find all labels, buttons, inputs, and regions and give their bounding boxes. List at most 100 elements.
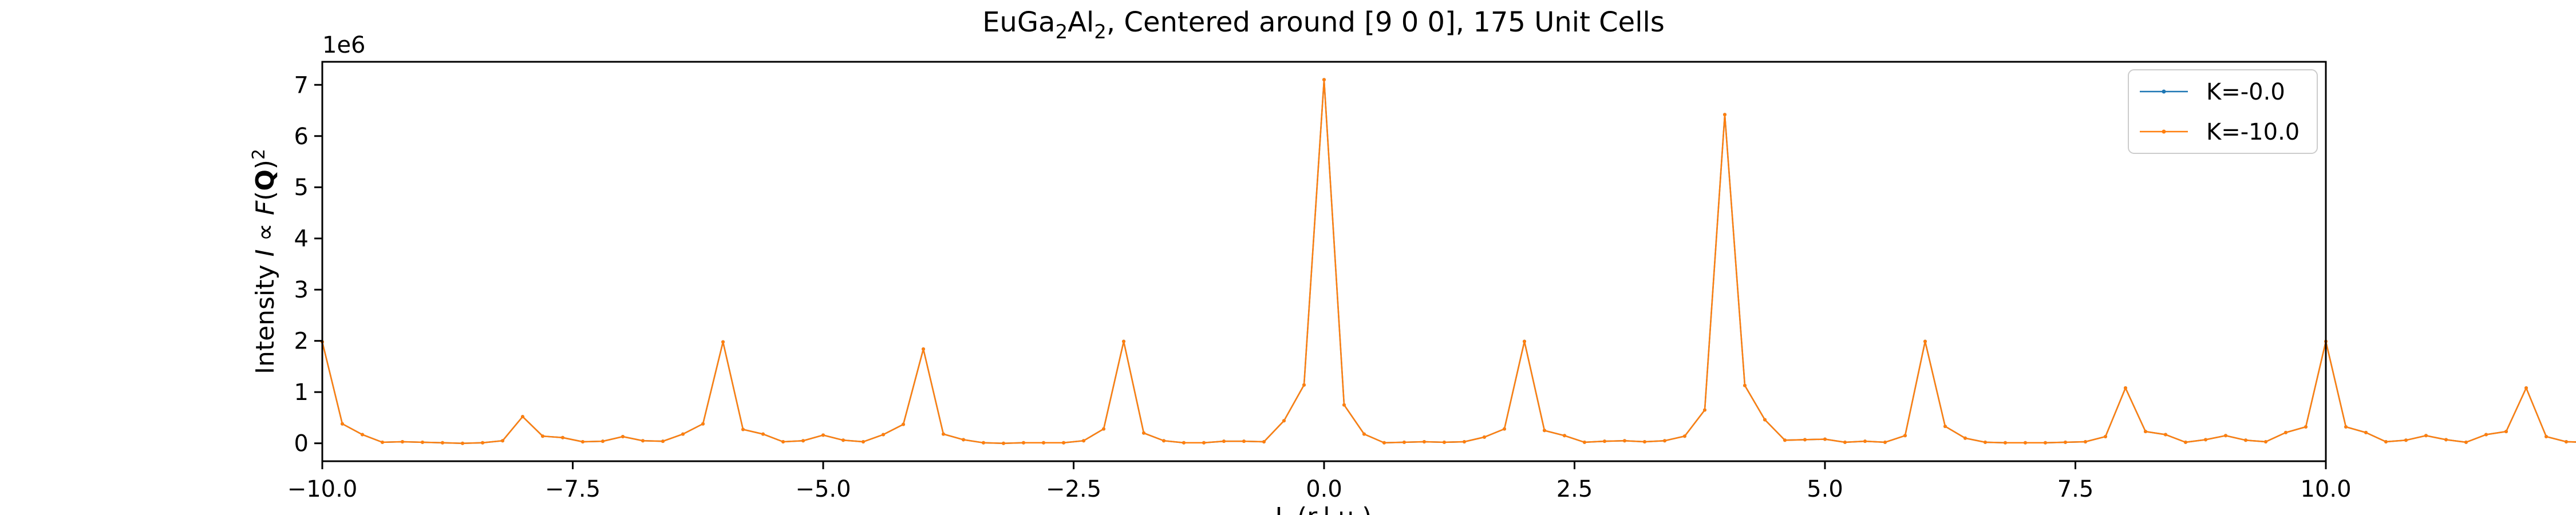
data-point: [821, 433, 825, 437]
data-point: [1322, 78, 1326, 82]
x-tick-label: 7.5: [2057, 476, 2094, 502]
x-tick-label: 10.0: [2300, 476, 2351, 502]
data-point: [781, 440, 785, 443]
y-tick-label: 5: [294, 175, 309, 201]
data-point: [1402, 440, 1406, 444]
data-point: [401, 440, 404, 443]
data-point: [1162, 439, 1165, 443]
data-point: [2545, 435, 2548, 438]
data-point: [1703, 408, 1706, 412]
data-point: [701, 422, 705, 426]
plot-area-frame: [321, 61, 2327, 462]
data-point: [2244, 438, 2247, 442]
data-point: [1142, 431, 1145, 435]
data-point: [1443, 440, 1446, 444]
data-point: [421, 440, 424, 444]
y-tick-label: 3: [294, 277, 309, 303]
data-point: [441, 441, 444, 445]
y-tick-label: 6: [294, 124, 309, 150]
data-point: [1222, 439, 1226, 443]
data-point: [982, 441, 985, 445]
legend-box: [2128, 69, 2318, 154]
data-point: [1663, 439, 1666, 443]
data-point: [1563, 434, 1566, 438]
data-point: [1302, 383, 1306, 387]
data-point: [1583, 440, 1586, 444]
data-point: [2304, 425, 2308, 429]
data-point: [621, 435, 625, 438]
data-point: [1743, 383, 1747, 387]
data-point: [1282, 419, 1286, 423]
chart-title: EuGa2Al2, Centered around [9 0 0], 175 U…: [982, 6, 1665, 43]
data-point: [1923, 339, 1927, 343]
data-point: [2004, 441, 2007, 445]
y-tick-label: 1: [294, 379, 309, 406]
y-tick-label: 0: [294, 431, 309, 457]
data-point: [1943, 425, 1947, 429]
data-point: [1843, 440, 1847, 444]
data-point: [1122, 339, 1125, 343]
data-point: [2364, 430, 2368, 434]
data-point: [1062, 441, 1065, 445]
data-point: [922, 347, 925, 351]
data-point: [2184, 440, 2187, 444]
data-point: [501, 439, 504, 443]
data-point: [1763, 418, 1767, 422]
data-point: [561, 435, 564, 439]
data-point: [1382, 441, 1386, 445]
data-point: [2524, 386, 2528, 390]
y-axis-ticks: 0 1 2 3 4 5 6 7: [294, 72, 322, 457]
data-point: [1823, 437, 1827, 441]
y-tick-label: 2: [294, 328, 309, 355]
data-point: [2264, 440, 2267, 443]
x-tick-label: 5.0: [1807, 476, 1843, 502]
data-point: [1523, 339, 1526, 343]
data-point: [2204, 438, 2207, 442]
data-point: [862, 440, 865, 443]
data-point: [2104, 435, 2107, 438]
data-point: [1783, 438, 1787, 442]
data-point: [1503, 427, 1506, 431]
data-point: [2024, 441, 2027, 445]
y-tick-label: 7: [294, 72, 309, 98]
y-tick-label: 4: [294, 226, 309, 252]
data-point: [2224, 434, 2227, 438]
data-point: [1463, 440, 1466, 443]
legend-marker-k-10: [2162, 129, 2166, 134]
x-tick-label: 0.0: [1306, 476, 1342, 502]
data-point: [741, 427, 745, 431]
x-tick-label: 2.5: [1556, 476, 1593, 502]
data-point: [2484, 433, 2488, 437]
data-point: [341, 422, 344, 426]
data-point: [1362, 432, 1366, 436]
legend-label-k-10: K=-10.0: [2206, 119, 2300, 145]
data-point: [1723, 113, 1726, 117]
data-point: [962, 438, 965, 442]
x-axis-ticks: −10.0 −7.5 −5.0 −2.5 0.0 2.5 5.0 7.5 10.0: [287, 461, 2352, 502]
data-point: [1683, 434, 1686, 438]
data-point: [361, 433, 364, 437]
data-point: [381, 440, 384, 444]
data-point: [1042, 441, 1045, 445]
legend-label-k-0: K=-0.0: [2206, 79, 2285, 105]
data-point: [2124, 386, 2127, 390]
data-point: [902, 422, 905, 426]
data-point: [761, 432, 765, 436]
data-point: [2144, 430, 2147, 434]
data-point: [1883, 440, 1887, 444]
data-point: [541, 434, 544, 438]
data-point: [1082, 439, 1085, 443]
data-point: [1603, 439, 1606, 443]
data-point: [721, 340, 725, 344]
data-point: [1002, 441, 1005, 445]
y-axis-label: Intensity I ∝ F(Q)2: [249, 149, 280, 374]
legend: K=-0.0 K=-10.0: [2128, 69, 2318, 154]
data-point: [2344, 425, 2348, 429]
x-tick-label: −10.0: [287, 476, 358, 502]
data-point: [461, 441, 464, 445]
data-point: [1423, 440, 1426, 443]
data-point: [2044, 441, 2047, 445]
data-point: [2064, 440, 2067, 444]
data-point: [2404, 438, 2408, 442]
